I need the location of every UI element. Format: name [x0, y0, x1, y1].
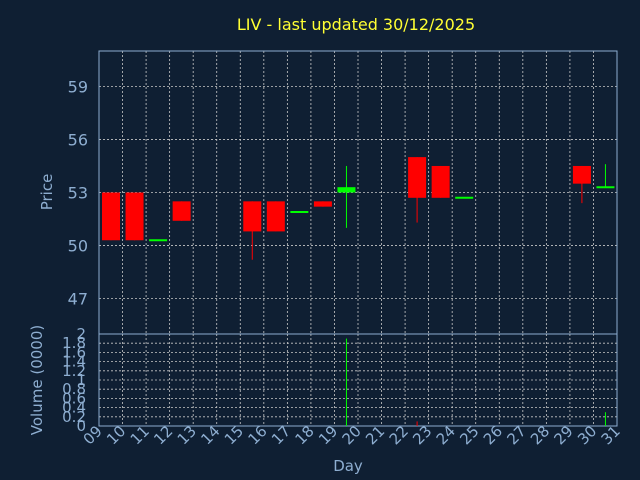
price-grid [99, 51, 617, 334]
day-axis-ticks: 0910111213141516171819202122232425262728… [80, 422, 624, 448]
price-axis-label: Price [38, 174, 56, 211]
volume-tick-label: 0.4 [62, 399, 86, 417]
volume-axis-ticks: 00.20.40.60.811.21.41.61.82 [62, 325, 86, 435]
price-axis-ticks: 47 50 53 56 59 [68, 77, 88, 308]
volume-axis-label: Volume (0000) [28, 325, 46, 435]
volume-grid [99, 334, 617, 426]
candle-body [102, 192, 120, 241]
volume-tick-label: 1.8 [62, 334, 86, 352]
volume-tick-label: 1.4 [62, 353, 86, 371]
volume-panel-frame [98, 333, 618, 427]
volume-bars [345, 338, 606, 426]
candle-body [266, 201, 285, 232]
price-tick-label: 56 [68, 130, 88, 149]
candle-body [313, 201, 332, 207]
candle-body [431, 165, 450, 198]
price-tick-label: 50 [68, 237, 88, 256]
candle-body [172, 201, 191, 221]
volume-tick-label: 0 [76, 417, 86, 435]
day-axis-label: Day [333, 457, 363, 475]
volume-tick-label: 0.6 [62, 389, 86, 407]
candle-body [125, 192, 144, 241]
price-tick-label: 47 [68, 290, 88, 309]
candle-body [572, 165, 591, 184]
price-tick-label: 59 [68, 77, 88, 96]
candle-body [408, 157, 427, 198]
candle-body [243, 201, 262, 232]
volume-tick-label: 0.2 [62, 408, 86, 426]
volume-tick-label: 1.2 [62, 362, 86, 380]
volume-tick-label: 1.6 [62, 343, 86, 361]
price-candles [102, 157, 615, 260]
price-tick-label: 53 [68, 184, 88, 203]
volume-tick-label: 2 [76, 325, 86, 343]
candle-body [337, 187, 356, 193]
volume-tick-label: 0.8 [62, 380, 86, 398]
chart-title: LIV - last updated 30/12/2025 [237, 15, 475, 34]
volume-tick-label: 1 [76, 371, 86, 389]
